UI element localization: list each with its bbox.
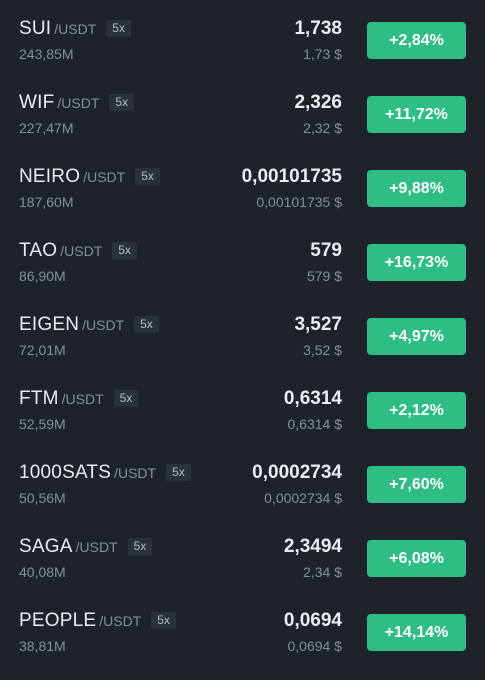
fiat-price: 2,34 $ bbox=[303, 564, 342, 580]
leverage-badge: 5x bbox=[127, 538, 153, 555]
quote-symbol: /USDT bbox=[83, 169, 126, 185]
market-row-neiro[interactable]: NEIRO /USDT 5x 187,60M 0,00101735 0,0010… bbox=[0, 148, 485, 222]
change-badge[interactable]: +4,97% bbox=[367, 318, 466, 355]
market-row-sui[interactable]: SUI /USDT 5x 243,85M 1,738 1,73 $ +2,84% bbox=[0, 0, 485, 74]
quote-symbol: /USDT bbox=[99, 613, 142, 629]
pair-label: PEOPLE /USDT 5x bbox=[19, 610, 176, 634]
leverage-badge: 5x bbox=[166, 464, 191, 481]
volume: 52,59M bbox=[19, 416, 66, 432]
fiat-price: 0,0694 $ bbox=[287, 638, 343, 654]
fiat-price: 0,6314 $ bbox=[287, 416, 343, 432]
volume: 86,90M bbox=[19, 268, 66, 284]
fiat-price: 0,0002734 $ bbox=[264, 490, 342, 506]
volume: 243,85M bbox=[19, 46, 74, 62]
pair-label: SUI /USDT 5x bbox=[19, 18, 131, 42]
base-symbol: FTM bbox=[19, 388, 59, 409]
market-row-wif[interactable]: WIF /USDT 5x 227,47M 2,326 2,32 $ +11,72… bbox=[0, 74, 485, 148]
market-row-people[interactable]: PEOPLE /USDT 5x 38,81M 0,0694 0,0694 $ +… bbox=[0, 592, 485, 666]
pair-label: TAO /USDT 5x bbox=[19, 240, 137, 264]
volume: 72,01M bbox=[19, 342, 66, 358]
pair-label: EIGEN /USDT 5x bbox=[19, 314, 159, 338]
volume: 38,81M bbox=[19, 638, 66, 654]
fiat-price: 0,00101735 $ bbox=[256, 194, 342, 210]
change-badge[interactable]: +16,73% bbox=[367, 244, 466, 281]
pair-label: SAGA /USDT 5x bbox=[19, 536, 153, 560]
base-symbol: TAO bbox=[19, 240, 58, 261]
change-badge[interactable]: +6,08% bbox=[367, 540, 466, 577]
fiat-price: 3,52 $ bbox=[303, 342, 342, 358]
base-symbol: 1000SATS bbox=[19, 462, 112, 483]
last-price: 0,6314 bbox=[283, 388, 342, 409]
quote-symbol: /USDT bbox=[75, 539, 118, 555]
last-price: 3,527 bbox=[294, 314, 342, 335]
market-row-ftm[interactable]: FTM /USDT 5x 52,59M 0,6314 0,6314 $ +2,1… bbox=[0, 370, 485, 444]
last-price: 2,326 bbox=[294, 92, 342, 113]
leverage-badge: 5x bbox=[106, 20, 131, 37]
volume: 187,60M bbox=[19, 194, 74, 210]
last-price: 2,3494 bbox=[283, 536, 342, 557]
quote-symbol: /USDT bbox=[114, 465, 157, 481]
market-row-eigen[interactable]: EIGEN /USDT 5x 72,01M 3,527 3,52 $ +4,97… bbox=[0, 296, 485, 370]
base-symbol: NEIRO bbox=[19, 166, 81, 187]
quote-symbol: /USDT bbox=[61, 391, 104, 407]
pair-label: NEIRO /USDT 5x bbox=[19, 166, 160, 190]
change-badge[interactable]: +11,72% bbox=[367, 96, 466, 133]
market-row-tao[interactable]: TAO /USDT 5x 86,90M 579 579 $ +16,73% bbox=[0, 222, 485, 296]
base-symbol: PEOPLE bbox=[19, 610, 97, 631]
pair-label: FTM /USDT 5x bbox=[19, 388, 139, 412]
volume: 40,08M bbox=[19, 564, 66, 580]
base-symbol: WIF bbox=[19, 92, 55, 113]
leverage-badge: 5x bbox=[113, 390, 139, 407]
change-badge[interactable]: +2,84% bbox=[367, 22, 466, 59]
last-price: 0,00101735 bbox=[241, 166, 342, 187]
change-badge[interactable]: +7,60% bbox=[367, 466, 466, 503]
last-price: 0,0002734 bbox=[252, 462, 342, 483]
base-symbol: EIGEN bbox=[19, 314, 80, 335]
base-symbol: SAGA bbox=[19, 536, 73, 557]
market-row-saga[interactable]: SAGA /USDT 5x 40,08M 2,3494 2,34 $ +6,08… bbox=[0, 518, 485, 592]
pair-label: WIF /USDT 5x bbox=[19, 92, 135, 116]
leverage-badge: 5x bbox=[135, 168, 160, 185]
leverage-badge: 5x bbox=[109, 94, 135, 111]
quote-symbol: /USDT bbox=[54, 21, 97, 37]
volume: 50,56M bbox=[19, 490, 66, 506]
leverage-badge: 5x bbox=[112, 242, 137, 259]
fiat-price: 579 $ bbox=[306, 268, 342, 284]
pair-label: 1000SATS /USDT 5x bbox=[19, 462, 191, 486]
last-price: 1,738 bbox=[294, 18, 342, 39]
leverage-badge: 5x bbox=[151, 612, 176, 629]
quote-symbol: /USDT bbox=[57, 95, 100, 111]
quote-symbol: /USDT bbox=[82, 317, 125, 333]
change-badge[interactable]: +14,14% bbox=[367, 614, 466, 651]
quote-symbol: /USDT bbox=[60, 243, 103, 259]
volume: 227,47M bbox=[19, 120, 74, 136]
fiat-price: 1,73 $ bbox=[303, 46, 342, 62]
base-symbol: SUI bbox=[19, 18, 52, 39]
leverage-badge: 5x bbox=[134, 316, 159, 333]
change-badge[interactable]: +2,12% bbox=[367, 392, 466, 429]
last-price: 0,0694 bbox=[283, 610, 342, 631]
fiat-price: 2,32 $ bbox=[303, 120, 342, 136]
change-badge[interactable]: +9,88% bbox=[367, 170, 466, 207]
last-price: 579 bbox=[310, 240, 342, 261]
market-row-1000sats[interactable]: 1000SATS /USDT 5x 50,56M 0,0002734 0,000… bbox=[0, 444, 485, 518]
